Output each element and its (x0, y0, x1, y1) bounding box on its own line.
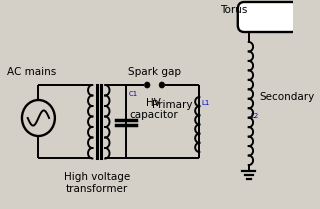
Text: HV
capacitor: HV capacitor (129, 98, 178, 120)
Text: Primary: Primary (152, 100, 192, 110)
Text: L2: L2 (251, 113, 259, 119)
Text: AC mains: AC mains (7, 67, 57, 77)
Circle shape (159, 82, 164, 88)
Text: Torus: Torus (220, 5, 248, 15)
Text: Secondary: Secondary (260, 92, 315, 102)
FancyBboxPatch shape (238, 2, 298, 32)
Text: High voltage
transformer: High voltage transformer (64, 172, 130, 194)
Circle shape (145, 82, 150, 88)
Text: Spark gap: Spark gap (128, 67, 181, 77)
Text: L1: L1 (201, 100, 210, 106)
Text: C1: C1 (129, 91, 138, 97)
